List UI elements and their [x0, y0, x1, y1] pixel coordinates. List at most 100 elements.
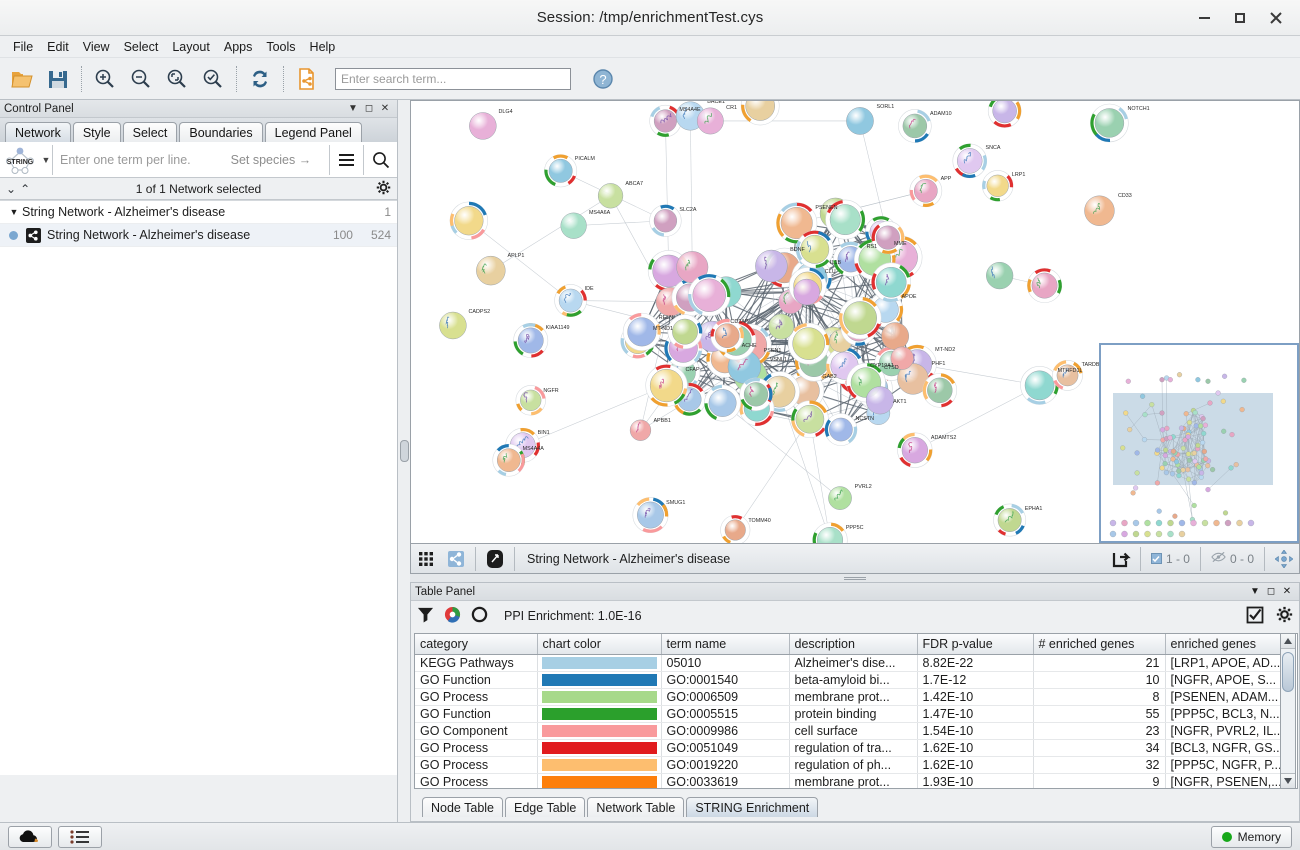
menu-edit[interactable]: Edit — [40, 38, 76, 56]
tab-network[interactable]: Network — [5, 122, 71, 142]
network-node[interactable] — [439, 312, 466, 339]
network-node[interactable] — [794, 279, 820, 305]
network-node[interactable] — [927, 378, 952, 403]
menu-file[interactable]: File — [6, 38, 40, 56]
tab-boundaries[interactable]: Boundaries — [179, 122, 262, 142]
close-panel-icon[interactable]: ✕ — [377, 102, 393, 116]
menu-tools[interactable]: Tools — [259, 38, 302, 56]
search-icon[interactable] — [364, 143, 397, 177]
network-node[interactable] — [993, 101, 1017, 123]
network-node[interactable] — [520, 390, 541, 411]
memory-indicator[interactable]: Memory — [1211, 826, 1292, 848]
chevron-down-icon[interactable]: ▼ — [1247, 586, 1263, 597]
network-node[interactable] — [455, 206, 484, 235]
filter-icon[interactable] — [417, 606, 434, 626]
network-node[interactable] — [637, 502, 663, 528]
table-row[interactable]: GO Function GO:0005515 protein binding 1.47… — [415, 706, 1283, 723]
network-node[interactable] — [650, 369, 683, 402]
network-node[interactable] — [715, 324, 739, 348]
tab-style[interactable]: Style — [73, 122, 121, 142]
save-icon[interactable] — [40, 62, 76, 96]
string-export-icon[interactable] — [289, 62, 325, 96]
tab-edge-table[interactable]: Edge Table — [505, 797, 585, 817]
donut-icon[interactable] — [471, 606, 488, 626]
panel-splitter[interactable] — [410, 574, 1300, 582]
network-node[interactable] — [561, 213, 587, 239]
network-node[interactable] — [876, 267, 906, 297]
zoom-selected-icon[interactable] — [195, 62, 231, 96]
chart-color-icon[interactable] — [444, 606, 461, 626]
network-node[interactable] — [654, 209, 677, 232]
open-icon[interactable] — [4, 62, 40, 96]
zoom-in-icon[interactable] — [87, 62, 123, 96]
fit-content-icon[interactable] — [1269, 545, 1299, 573]
cloud-icon[interactable] — [8, 826, 52, 848]
network-node[interactable] — [672, 319, 697, 344]
network-node[interactable] — [476, 256, 505, 285]
float-panel-icon[interactable]: ◻ — [361, 102, 377, 116]
network-node[interactable] — [1095, 108, 1124, 137]
column-header-enriched-genes[interactable]: enriched genes — [1165, 634, 1283, 655]
network-node[interactable] — [866, 387, 894, 415]
column-header-term-name[interactable]: term name — [661, 634, 789, 655]
string-term-input[interactable]: Enter one term per line. Set species → — [53, 153, 329, 167]
table-row[interactable]: GO Process GO:0019220 regulation of ph... 1… — [415, 757, 1283, 774]
zoom-out-icon[interactable] — [123, 62, 159, 96]
network-node[interactable] — [755, 250, 787, 282]
network-node[interactable] — [725, 520, 746, 541]
network-node[interactable] — [829, 418, 852, 441]
tab-network-table[interactable]: Network Table — [587, 797, 684, 817]
column-header-category[interactable]: category — [415, 634, 537, 655]
minimize-button[interactable] — [1186, 3, 1222, 33]
scrollbar-thumb[interactable] — [1282, 652, 1294, 692]
network-node[interactable] — [1032, 273, 1057, 298]
network-node[interactable] — [497, 449, 520, 472]
network-node[interactable] — [903, 114, 927, 138]
network-node[interactable] — [986, 262, 1013, 289]
column-header-fdr[interactable]: FDR p-value — [917, 634, 1033, 655]
zoom-fit-icon[interactable] — [159, 62, 195, 96]
menu-view[interactable]: View — [76, 38, 117, 56]
refresh-icon[interactable] — [242, 62, 278, 96]
table-vertical-scrollbar[interactable] — [1280, 633, 1296, 789]
string-dropdown-caret-icon[interactable]: ▼ — [40, 155, 52, 165]
network-node[interactable] — [914, 179, 937, 202]
network-navigator[interactable] — [1099, 343, 1299, 543]
network-node[interactable] — [881, 323, 908, 350]
hamburger-icon[interactable] — [330, 143, 363, 177]
network-node[interactable] — [793, 328, 825, 360]
table-row[interactable]: GO Process GO:0033619 membrane prot... 1.93… — [415, 774, 1283, 790]
network-node[interactable] — [598, 183, 623, 208]
network-node[interactable] — [846, 107, 873, 134]
network-node[interactable] — [709, 389, 736, 416]
network-view-scroll-handle[interactable] — [400, 440, 409, 462]
string-network-icon[interactable] — [441, 545, 471, 573]
network-node[interactable] — [998, 508, 1021, 531]
list-icon[interactable] — [58, 826, 102, 848]
menu-select[interactable]: Select — [117, 38, 166, 56]
triangle-down-icon[interactable]: ▼ — [6, 207, 22, 217]
network-node[interactable] — [902, 437, 928, 463]
tab-select[interactable]: Select — [123, 122, 178, 142]
select-all-icon[interactable] — [1246, 606, 1264, 627]
scroll-down-icon[interactable] — [1281, 773, 1295, 788]
gear-icon[interactable] — [1276, 606, 1293, 626]
network-node[interactable] — [549, 159, 572, 182]
tab-string-enrichment[interactable]: STRING Enrichment — [686, 797, 818, 817]
column-header-description[interactable]: description — [789, 634, 917, 655]
help-icon[interactable]: ? — [585, 62, 621, 96]
table-row[interactable]: KEGG Pathways 05010 Alzheimer's dise... 8.8… — [415, 655, 1283, 672]
network-node[interactable] — [697, 108, 723, 134]
draw-shape-icon[interactable] — [480, 545, 510, 573]
network-nodes[interactable] — [439, 101, 1128, 544]
tree-row-parent[interactable]: ▼ String Network - Alzheimer's disease 1 — [0, 201, 397, 224]
table-row[interactable]: GO Function GO:0001540 beta-amyloid bi... 1… — [415, 672, 1283, 689]
enrichment-table-container[interactable]: category chart color term name descripti… — [414, 633, 1298, 789]
menu-apps[interactable]: Apps — [217, 38, 260, 56]
column-header-chart-color[interactable]: chart color — [537, 634, 661, 655]
network-node[interactable] — [559, 289, 582, 312]
tab-legend-panel[interactable]: Legend Panel — [265, 122, 362, 142]
close-panel-icon[interactable]: ✕ — [1279, 586, 1295, 597]
menu-layout[interactable]: Layout — [165, 38, 217, 56]
network-node[interactable] — [828, 487, 851, 510]
